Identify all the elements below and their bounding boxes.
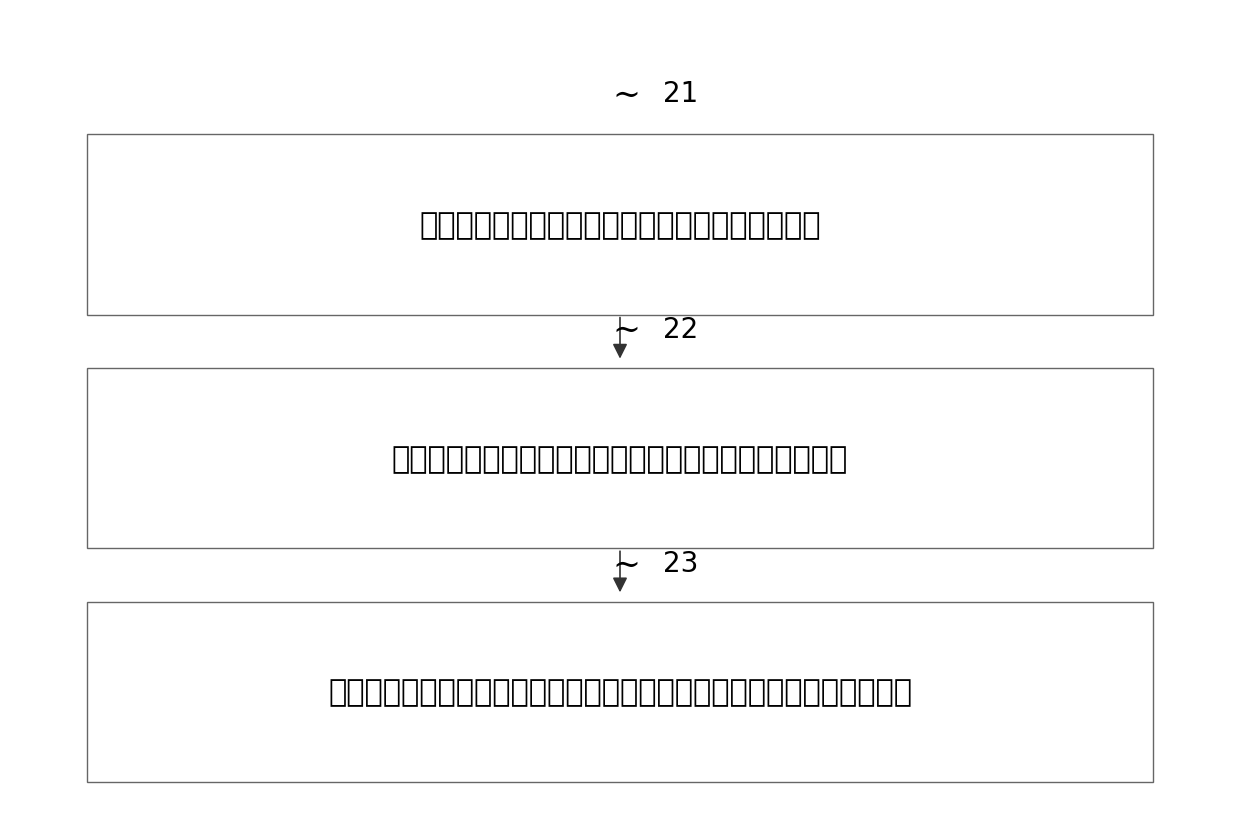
Text: 获取停放在无线充电桩位上的电动车辆的续航信息: 获取停放在无线充电桩位上的电动车辆的续航信息	[419, 210, 821, 240]
Text: 根据所述续航信息，判断所述电动车辆是否需要进行充电: 根据所述续航信息，判断所述电动车辆是否需要进行充电	[392, 444, 848, 473]
Text: 22: 22	[663, 315, 698, 343]
Text: 当确定所述电动车辆需要进行充电时，向所述无线充电桩位发送充电指令: 当确定所述电动车辆需要进行充电时，向所述无线充电桩位发送充电指令	[329, 677, 911, 707]
Text: ∼: ∼	[613, 549, 640, 581]
Text: 21: 21	[663, 80, 698, 108]
Text: ∼: ∼	[613, 79, 640, 112]
Bar	[87, 602, 1153, 782]
Text: ∼: ∼	[613, 314, 640, 347]
Bar	[87, 369, 1153, 549]
Text: 23: 23	[663, 550, 699, 577]
Bar	[87, 135, 1153, 315]
